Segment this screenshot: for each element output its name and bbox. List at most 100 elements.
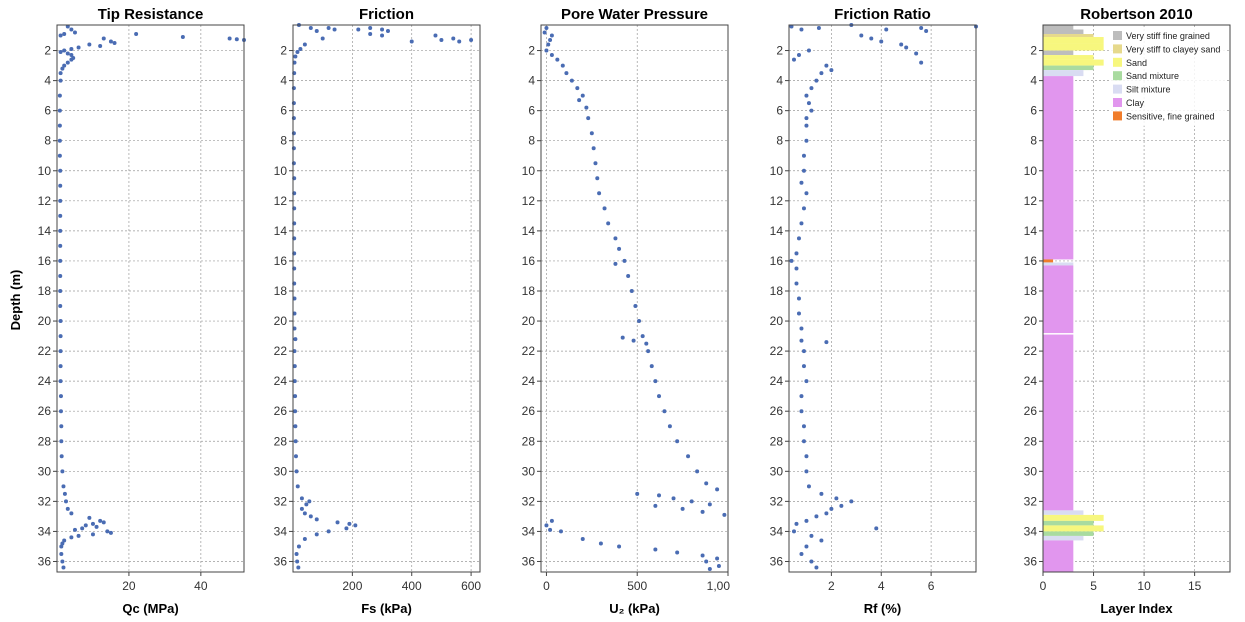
data-point [295,484,300,489]
data-point [884,27,889,32]
data-point [824,63,829,68]
data-point [87,515,92,520]
y-tick-label: 36 [38,554,52,568]
data-point [98,44,103,49]
data-point [307,499,312,504]
data-point [227,36,232,41]
x-axis-label: Qc (MPa) [122,601,178,616]
data-point [791,57,796,62]
data-point [344,526,349,531]
x-tick-label: 1,00 [707,579,731,593]
data-point [716,563,721,568]
y-tick-label: 20 [770,314,784,328]
data-point [302,42,307,47]
data-point [617,544,622,549]
data-point [707,502,712,507]
data-point [314,517,319,522]
data-point [291,86,296,91]
data-point [637,319,642,324]
data-point [806,48,811,53]
data-point [76,45,81,50]
y-tick-label: 34 [38,524,52,538]
data-point [293,409,298,414]
layer-bar [1043,531,1094,536]
data-point [829,506,834,511]
data-point [291,101,296,106]
data-point [613,236,618,241]
y-tick-label: 26 [522,404,536,418]
data-point [809,86,814,91]
y-tick-label: 10 [770,164,784,178]
data-point [234,37,239,42]
panel-title: Friction Ratio [834,6,931,23]
data-point [804,123,809,128]
plot-frame [540,24,729,573]
data-point [799,27,804,32]
data-point [59,454,64,459]
y-tick-label: 32 [522,494,536,508]
data-point [94,524,99,529]
data-point [796,296,801,301]
y-tick-label: 30 [38,464,52,478]
data-point [689,499,694,504]
legend-swatch [1113,98,1122,107]
data-point [809,108,814,113]
data-point [544,48,549,53]
data-point [704,481,709,486]
data-point [707,566,712,571]
y-tick-label: 6 [1030,104,1037,118]
data-point [58,228,63,233]
y-tick-label: 8 [776,134,783,148]
data-point [326,529,331,534]
x-tick-label: 400 [402,579,422,593]
data-point [869,36,874,41]
y-tick-label: 4 [776,74,783,88]
data-point [657,493,662,498]
data-point [380,33,385,38]
y-tick-label: 28 [770,434,784,448]
data-point [649,364,654,369]
data-point [834,496,839,501]
data-point [806,484,811,489]
data-point [58,168,63,173]
panel-title: Robertson 2010 [1080,6,1193,23]
y-tick-label: 12 [274,194,288,208]
y-tick-label: 2 [776,44,783,58]
data-point [90,532,95,537]
data-point [61,565,66,570]
x-tick-label: 40 [194,579,208,593]
data-point [794,251,799,256]
data-point [108,39,113,44]
y-tick-label: 30 [1024,464,1038,478]
data-point [801,206,806,211]
legend-label: Sand [1126,58,1147,68]
data-point [72,30,77,35]
layer-bar [1043,514,1104,521]
data-point [796,53,801,58]
data-point [560,63,565,68]
data-point [69,535,74,540]
data-point [57,138,62,143]
data-point [293,454,298,459]
y-tick-label: 4 [1030,74,1037,88]
data-point [829,68,834,73]
data-point [293,439,298,444]
data-point [904,45,909,50]
y-tick-label: 10 [274,164,288,178]
y-tick-label: 6 [776,104,783,118]
y-tick-label: 12 [38,194,52,208]
legend-swatch [1113,111,1122,121]
data-point [597,191,602,196]
data-point [291,116,296,121]
x-axis-label: Fs (kPa) [361,601,412,616]
data-point [700,553,705,558]
data-point [58,258,63,263]
y-tick-label: 6 [44,104,51,118]
data-point [804,138,809,143]
y-tick-label: 26 [38,404,52,418]
data-point [577,98,582,103]
y-tick-label: 14 [38,224,52,238]
y-tick-label: 10 [1024,164,1038,178]
data-point [58,71,63,76]
data-point [629,288,634,293]
